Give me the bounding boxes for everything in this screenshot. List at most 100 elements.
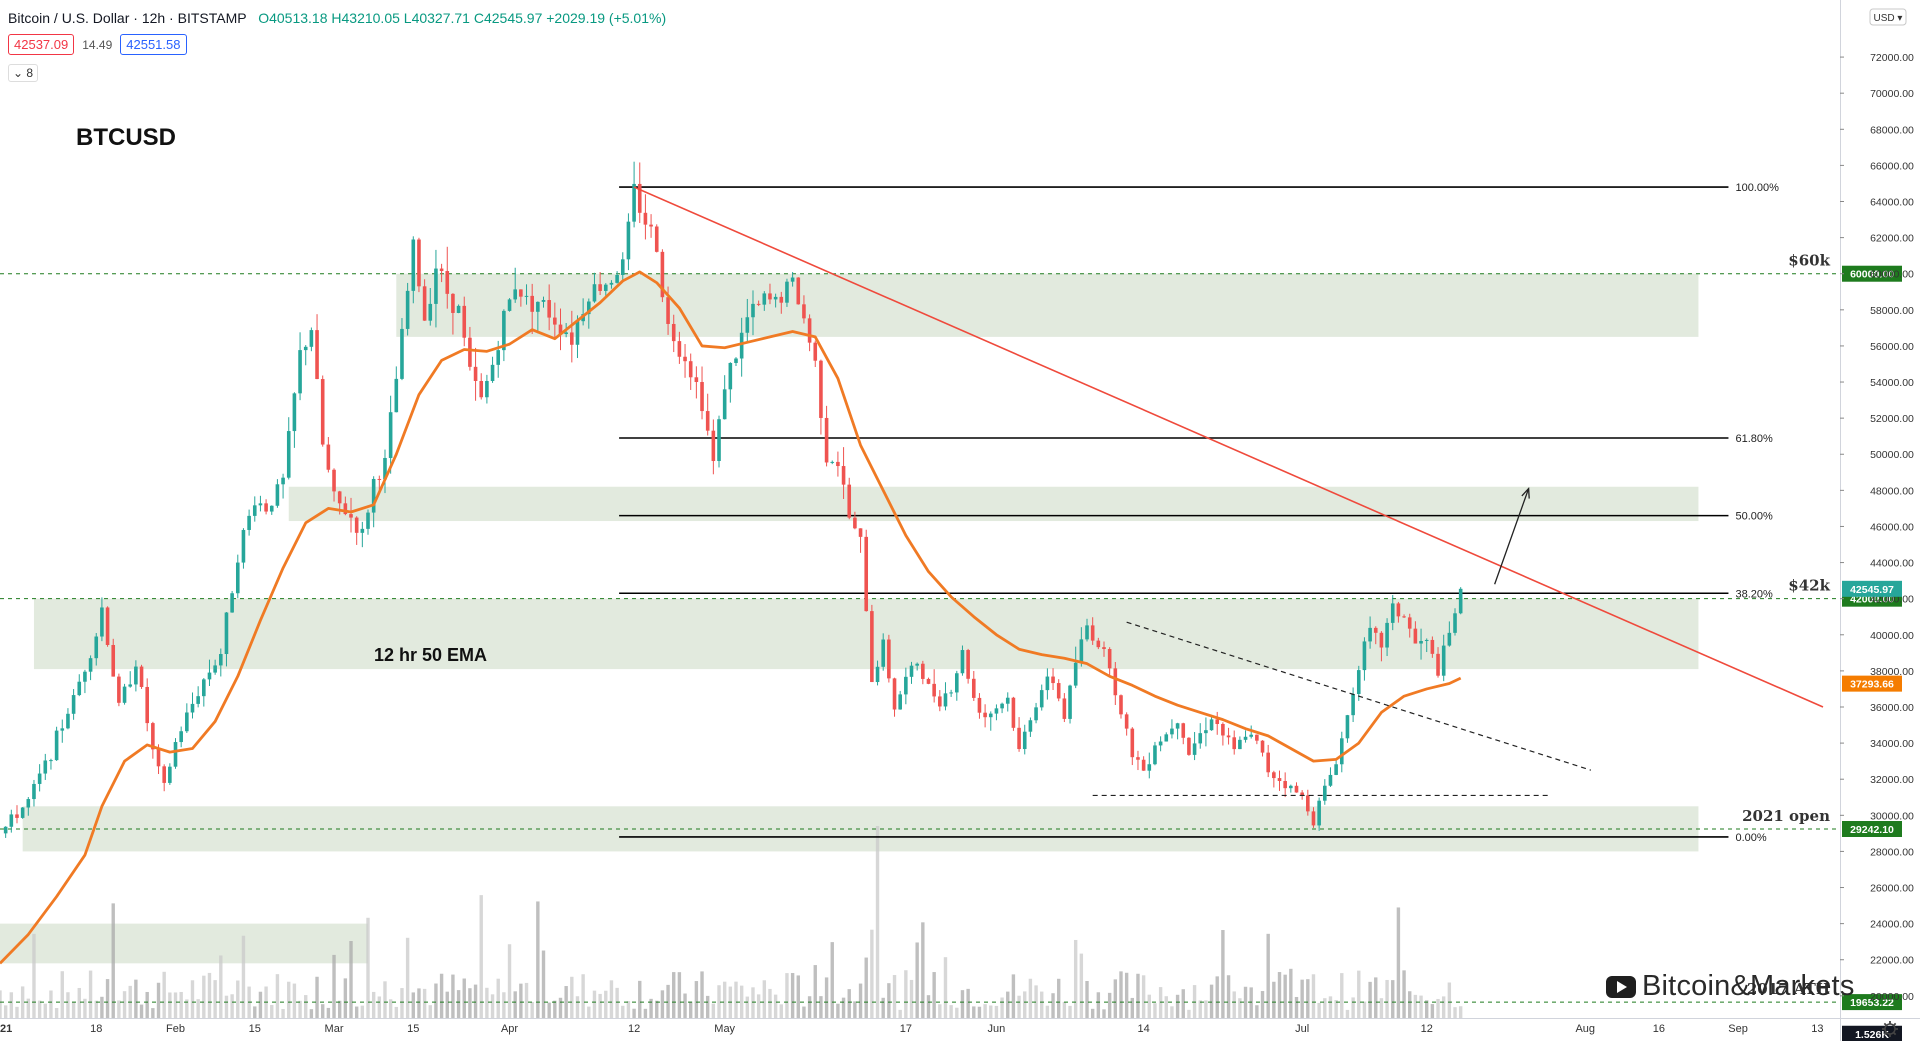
volume-bar bbox=[332, 954, 336, 1018]
candle-body bbox=[1170, 728, 1174, 735]
candle-body bbox=[428, 303, 433, 321]
volume-bar bbox=[1079, 953, 1084, 1018]
volume-bar bbox=[615, 987, 619, 1018]
volume-bar bbox=[1379, 998, 1384, 1018]
volume-bar bbox=[1226, 975, 1231, 1018]
settings-gear-icon[interactable] bbox=[1882, 1021, 1898, 1037]
volume-bar bbox=[1107, 992, 1112, 1018]
candle-body bbox=[536, 301, 540, 312]
volume-bar bbox=[213, 980, 217, 1018]
wedge-top-line bbox=[1126, 621, 1592, 771]
candle-body bbox=[1323, 785, 1327, 801]
volume-bar bbox=[683, 993, 687, 1018]
volume-bar bbox=[1328, 996, 1333, 1018]
volume-bar bbox=[1090, 1008, 1095, 1018]
candle-body bbox=[502, 310, 506, 351]
volume-bar bbox=[468, 988, 472, 1018]
buy-button[interactable]: 42551.58 bbox=[120, 34, 187, 55]
volume-bar bbox=[1453, 1007, 1457, 1018]
x-tick-label: 13 bbox=[1811, 1023, 1823, 1035]
volume-bar bbox=[321, 1004, 325, 1018]
candle-body bbox=[1192, 743, 1197, 755]
candle-body bbox=[219, 654, 223, 666]
candle-body bbox=[671, 323, 676, 342]
x-tick-label: 14 bbox=[1138, 1023, 1150, 1035]
candle-body bbox=[530, 295, 534, 312]
volume-bar bbox=[94, 1000, 98, 1018]
candle-body bbox=[938, 696, 942, 707]
candle-body bbox=[1062, 698, 1067, 719]
volume-bar bbox=[949, 1005, 953, 1018]
candle-body bbox=[1390, 603, 1395, 623]
x-tick-label: 12 bbox=[1421, 1023, 1433, 1035]
candle-body bbox=[1232, 737, 1237, 750]
candle-body bbox=[875, 666, 880, 683]
volume-bar bbox=[292, 983, 297, 1018]
candle-body bbox=[394, 378, 399, 413]
candle-body bbox=[235, 562, 240, 594]
candle-body bbox=[745, 317, 750, 333]
candle-body bbox=[139, 666, 144, 687]
volume-bar bbox=[762, 980, 767, 1018]
candle-body bbox=[768, 293, 772, 300]
candle-body bbox=[286, 431, 291, 478]
volume-bar bbox=[1096, 992, 1101, 1018]
candle-body bbox=[1045, 676, 1050, 691]
candle-body bbox=[564, 332, 568, 335]
candle-body bbox=[1068, 685, 1072, 719]
brand-name: Bitcoin&Markets bbox=[1642, 970, 1855, 1002]
sell-button[interactable]: 42537.09 bbox=[8, 34, 75, 55]
candle-body bbox=[151, 723, 155, 750]
x-tick-label: Jul bbox=[1295, 1023, 1309, 1035]
volume-bar bbox=[541, 950, 546, 1018]
candle-body bbox=[773, 296, 778, 300]
volume-bar bbox=[1391, 980, 1395, 1018]
candle-body bbox=[728, 362, 733, 390]
volume-bar bbox=[309, 1009, 314, 1018]
volume-bar bbox=[139, 1004, 144, 1018]
volume-bar bbox=[807, 996, 812, 1018]
candle-body bbox=[117, 676, 121, 703]
candle-body bbox=[870, 611, 874, 683]
candle-body bbox=[434, 268, 438, 304]
volume-bar bbox=[677, 972, 682, 1018]
candle-body bbox=[1130, 728, 1135, 758]
price-tag-0: 42545.97 bbox=[1850, 584, 1894, 596]
candle-body bbox=[904, 676, 908, 695]
candle-body bbox=[1266, 752, 1270, 773]
volume-bar bbox=[1141, 975, 1146, 1018]
candle-body bbox=[309, 330, 314, 347]
candle-body bbox=[688, 361, 693, 378]
candle-body bbox=[1153, 745, 1157, 765]
volume-bar bbox=[377, 996, 382, 1018]
volume-bar bbox=[9, 992, 14, 1018]
candle-body bbox=[887, 639, 891, 679]
candle-body bbox=[864, 536, 869, 612]
y-tick-label: 68000.00 bbox=[1870, 124, 1914, 136]
candle-body bbox=[926, 678, 931, 684]
volume-bar bbox=[20, 986, 25, 1018]
candle-body bbox=[666, 297, 670, 324]
volume-bar bbox=[841, 997, 846, 1018]
volume-bar bbox=[1430, 1004, 1435, 1018]
candle-body bbox=[507, 299, 512, 311]
candle-body bbox=[298, 350, 302, 394]
volume-bar bbox=[1006, 991, 1010, 1018]
candle-body bbox=[1351, 693, 1355, 716]
candle-body bbox=[371, 478, 376, 513]
candle-body bbox=[1385, 622, 1389, 648]
candle-body bbox=[1249, 734, 1253, 737]
volume-bar bbox=[943, 957, 948, 1018]
volume-bar bbox=[1402, 970, 1406, 1018]
candle-body bbox=[134, 666, 138, 685]
volume-bar bbox=[400, 988, 404, 1018]
symbol-title[interactable]: Bitcoin / U.S. Dollar · 12h · BITSTAMP bbox=[8, 10, 247, 26]
indicator-toggle[interactable]: ⌄ 8 bbox=[8, 64, 39, 82]
candle-body bbox=[1255, 734, 1259, 741]
x-tick-label: Mar bbox=[325, 1023, 344, 1035]
currency-selector[interactable]: USD ▾ bbox=[1874, 13, 1903, 24]
level-tag-bg-0 bbox=[1842, 265, 1902, 282]
candle-body bbox=[1306, 795, 1310, 812]
candle-body bbox=[383, 457, 387, 480]
